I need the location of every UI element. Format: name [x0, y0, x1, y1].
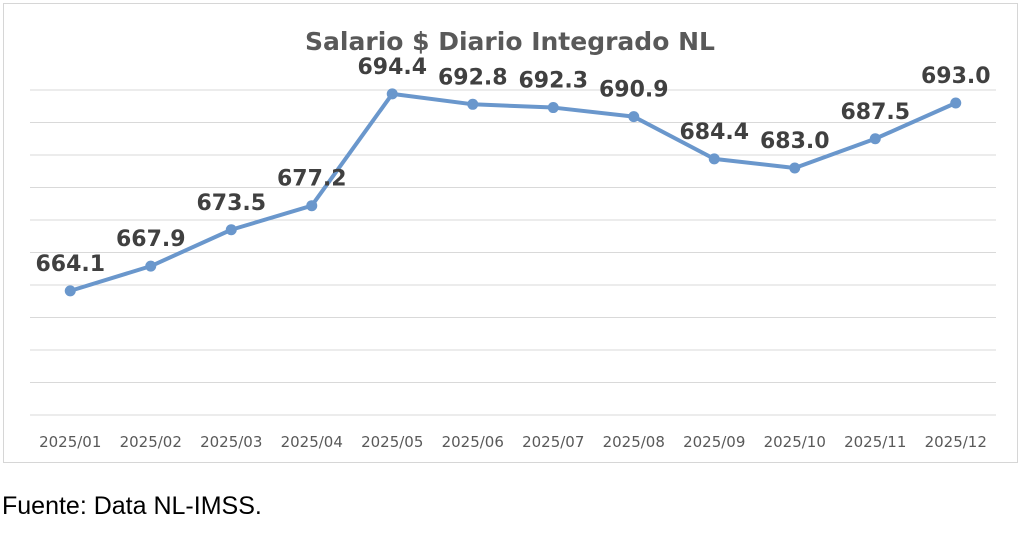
data-point	[386, 88, 398, 100]
data-label: 667.9	[116, 227, 186, 252]
data-label: 684.4	[679, 120, 749, 145]
data-label: 693.0	[921, 64, 991, 89]
data-point	[869, 133, 881, 145]
x-tick-label: 2025/03	[200, 433, 262, 451]
data-point	[467, 98, 479, 110]
x-tick-label: 2025/06	[442, 433, 504, 451]
chart-title: Salario $ Diario Integrado NL	[305, 27, 715, 56]
data-label: 687.5	[840, 100, 910, 125]
x-tick-label: 2025/10	[764, 433, 826, 451]
x-tick-label: 2025/02	[120, 433, 182, 451]
x-tick-label: 2025/01	[39, 433, 101, 451]
data-points	[64, 88, 962, 297]
data-label: 692.3	[518, 69, 588, 94]
data-label: 673.5	[196, 191, 266, 216]
data-label: 694.4	[357, 55, 427, 80]
series-line	[68, 91, 958, 293]
x-axis-tick-labels: 2025/01 2025/02 2025/03 2025/04 2025/05 2025/…	[39, 433, 987, 451]
x-tick-label: 2025/11	[844, 433, 906, 451]
data-point	[789, 162, 801, 174]
series-line-layer	[68, 91, 958, 293]
data-point	[64, 285, 76, 297]
x-tick-label: 2025/04	[281, 433, 343, 451]
data-point	[950, 97, 962, 109]
x-tick-label: 2025/05	[361, 433, 423, 451]
data-point	[708, 153, 720, 165]
source-note: Fuente: Data NL-IMSS.	[2, 492, 262, 520]
data-label: 664.1	[35, 252, 105, 277]
data-labels: 664.1 667.9 673.5 677.2 694.4 692.8 692.3 690.9…	[35, 55, 990, 277]
x-tick-label: 2025/08	[603, 433, 665, 451]
x-tick-label: 2025/09	[683, 433, 745, 451]
data-point	[628, 111, 640, 123]
data-point	[547, 102, 559, 114]
data-label: 683.0	[760, 129, 830, 154]
x-tick-label: 2025/12	[925, 433, 987, 451]
chart-frame: Salario $ Diario Integrado NL 664.1 667.9…	[3, 3, 1018, 463]
data-point	[225, 224, 237, 236]
data-point	[306, 200, 318, 212]
data-label: 692.8	[438, 65, 508, 90]
data-label: 690.9	[599, 78, 669, 103]
gridlines	[30, 89, 996, 416]
data-label: 677.2	[277, 167, 347, 192]
data-point	[145, 260, 157, 272]
x-tick-label: 2025/07	[522, 433, 584, 451]
line-chart: Salario $ Diario Integrado NL 664.1 667.9…	[30, 27, 996, 451]
